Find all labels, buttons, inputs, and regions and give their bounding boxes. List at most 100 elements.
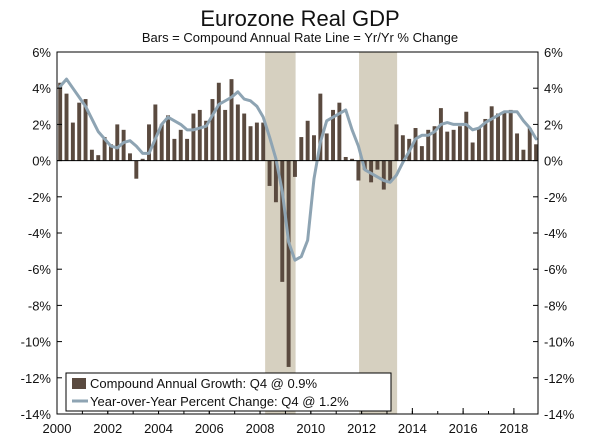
bar-series xyxy=(58,79,539,367)
y-tick-label-left: -12% xyxy=(21,371,52,386)
recession-band xyxy=(359,52,398,414)
bar xyxy=(58,82,63,161)
bar xyxy=(470,142,475,161)
x-tick-label: 2008 xyxy=(246,421,275,436)
bar xyxy=(77,102,82,161)
bar xyxy=(457,126,462,161)
bar xyxy=(527,128,532,161)
y-tick-label-right: -4% xyxy=(544,226,568,241)
bar xyxy=(292,160,297,177)
bar xyxy=(280,160,285,282)
y-tick-label-left: 4% xyxy=(32,81,51,96)
bar xyxy=(159,124,164,161)
bar xyxy=(108,144,113,161)
x-tick-label: 2010 xyxy=(296,421,325,436)
bar xyxy=(267,160,272,186)
bar xyxy=(172,138,177,161)
bar xyxy=(248,126,253,161)
bar xyxy=(477,128,481,161)
y-tick-label-left: -14% xyxy=(21,407,52,422)
bar xyxy=(128,153,132,161)
y-tick-label-right: 0% xyxy=(544,154,563,169)
chart-subtitle: Bars = Compound Annual Rate Line = Yr/Yr… xyxy=(142,30,458,45)
y-tick-label-right: -10% xyxy=(544,335,575,350)
bar xyxy=(388,160,393,183)
recession-shading xyxy=(265,52,398,414)
bar xyxy=(185,138,190,161)
bar xyxy=(134,160,139,179)
bar xyxy=(445,131,450,161)
y-tick-label-right: 4% xyxy=(544,81,563,96)
y-tick-label-left: -6% xyxy=(28,262,52,277)
y-tick-label-left: 0% xyxy=(32,154,51,169)
bar xyxy=(102,137,107,161)
bar xyxy=(191,113,196,161)
bar xyxy=(229,79,234,161)
bar xyxy=(356,160,361,181)
bar xyxy=(394,124,399,161)
bar xyxy=(210,99,215,161)
bar xyxy=(521,149,526,161)
x-tick-label: 2006 xyxy=(195,421,224,436)
yoy-line xyxy=(58,77,538,262)
bar xyxy=(216,82,221,161)
bar xyxy=(166,115,171,161)
bar xyxy=(502,111,507,161)
y-tick-label-right: 2% xyxy=(544,117,563,132)
bar xyxy=(375,160,380,170)
bar xyxy=(381,160,386,190)
chart-title: Eurozone Real GDP xyxy=(200,6,399,31)
bar xyxy=(343,156,348,161)
y-tick-label-left: 6% xyxy=(32,45,51,60)
bar xyxy=(273,160,278,203)
bar xyxy=(121,129,126,161)
bar xyxy=(337,102,342,161)
legend-label-line: Year-over-Year Percent Change: Q4 @ 1.2% xyxy=(90,394,349,409)
bar xyxy=(426,129,431,161)
bar xyxy=(64,93,69,161)
y-tick-label-right: 6% xyxy=(544,45,563,60)
bar xyxy=(324,133,329,161)
bar xyxy=(235,104,240,161)
bar xyxy=(464,111,469,161)
bar xyxy=(305,120,310,161)
y-tick-label-right: -2% xyxy=(544,190,568,205)
legend: Compound Annual Growth: Q4 @ 0.9% Year-ov… xyxy=(65,372,392,412)
x-tick-label: 2012 xyxy=(347,421,376,436)
bar xyxy=(508,109,513,161)
x-tick-label: 2016 xyxy=(449,421,478,436)
bar xyxy=(483,118,488,161)
x-tick-label: 2002 xyxy=(93,421,122,436)
x-tick-label: 2000 xyxy=(43,421,72,436)
bar xyxy=(489,106,494,161)
bar xyxy=(140,158,145,161)
legend-box xyxy=(65,372,392,412)
x-tick-label: 2018 xyxy=(499,421,528,436)
x-tick-label: 2004 xyxy=(144,421,173,436)
line-series xyxy=(58,77,538,262)
bar xyxy=(369,160,374,183)
bar xyxy=(286,160,291,367)
y-tick-label-left: -8% xyxy=(28,298,52,313)
legend-swatch-bar xyxy=(72,378,86,389)
bar xyxy=(89,149,94,161)
bar xyxy=(96,155,101,161)
bar xyxy=(451,129,456,161)
bar xyxy=(83,99,88,161)
y-tick-label-left: -10% xyxy=(21,335,52,350)
bar xyxy=(534,144,539,161)
bar xyxy=(318,93,323,161)
bar xyxy=(413,128,418,161)
y-tick-label-right: -12% xyxy=(544,371,575,386)
axes: 6% 6% 4% 4% 2% 2% 0% 0% -2% -2% -4% -4% -6% -6% -8% -8%… xyxy=(21,45,575,436)
bar xyxy=(242,113,247,161)
y-tick-label-right: -14% xyxy=(544,407,575,422)
y-tick-label-left: -2% xyxy=(28,190,52,205)
plot-frame xyxy=(56,51,539,415)
bar xyxy=(261,122,266,161)
bar xyxy=(178,129,183,161)
x-tick-label: 2014 xyxy=(398,421,427,436)
bar xyxy=(254,122,259,161)
y-tick-label-left: 2% xyxy=(32,117,51,132)
